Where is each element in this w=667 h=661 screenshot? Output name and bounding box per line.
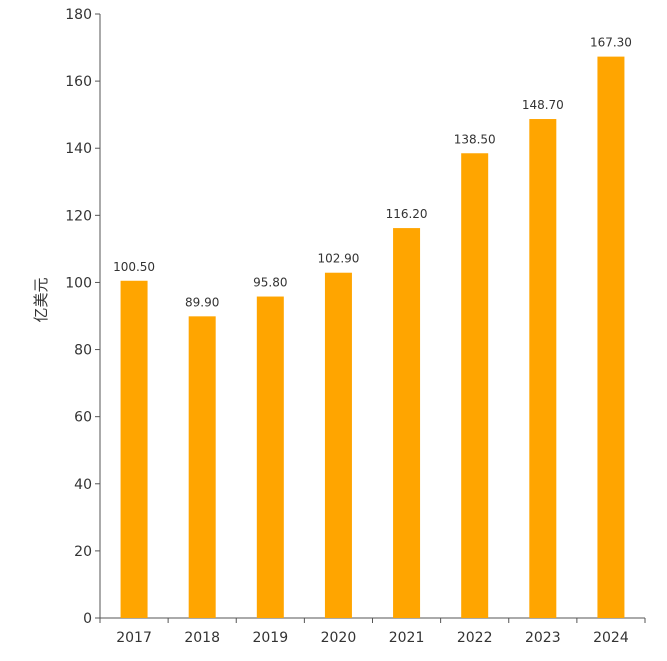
bar-2019 bbox=[256, 296, 284, 618]
x-tick-label: 2020 bbox=[321, 630, 357, 646]
x-tick-label: 2017 bbox=[116, 630, 152, 646]
data-label-2023: 148.70 bbox=[522, 98, 564, 112]
x-tick-label: 2022 bbox=[457, 630, 493, 646]
y-tick-label: 60 bbox=[74, 410, 92, 426]
bar-2022 bbox=[461, 153, 489, 618]
data-label-2022: 138.50 bbox=[454, 132, 496, 146]
y-tick-label: 20 bbox=[74, 544, 92, 560]
x-tick-label: 2024 bbox=[593, 630, 629, 646]
data-label-2024: 167.30 bbox=[590, 36, 632, 50]
bar-2024 bbox=[597, 56, 625, 619]
bars bbox=[120, 56, 625, 619]
data-labels: 100.50 89.90 95.80 102.90 116.20 138.50 148.70… bbox=[113, 36, 632, 310]
y-tick-label: 120 bbox=[65, 208, 92, 224]
y-tick-label: 100 bbox=[65, 275, 92, 291]
data-label-2017: 100.50 bbox=[113, 260, 155, 274]
x-tick-label: 2023 bbox=[525, 630, 561, 646]
x-tick-label: 2019 bbox=[252, 630, 288, 646]
bar-2023 bbox=[529, 119, 557, 618]
bar-2020 bbox=[324, 272, 352, 618]
bar-2021 bbox=[393, 228, 421, 618]
y-tick-label: 80 bbox=[74, 343, 92, 359]
data-label-2020: 102.90 bbox=[317, 252, 359, 266]
y-tick-label: 140 bbox=[65, 141, 92, 157]
x-axis: 2017 2018 2019 2020 2021 2022 2023 2024 bbox=[99, 617, 646, 646]
y-tick-label: 40 bbox=[74, 477, 92, 493]
data-label-2021: 116.20 bbox=[386, 207, 428, 221]
data-label-2019: 95.80 bbox=[253, 276, 287, 290]
bar-2017 bbox=[120, 280, 148, 618]
data-label-2018: 89.90 bbox=[185, 295, 219, 309]
y-tick-label: 160 bbox=[65, 74, 92, 90]
y-tick-label: 180 bbox=[65, 7, 92, 23]
x-tick-label: 2021 bbox=[389, 630, 425, 646]
bar-2018 bbox=[188, 316, 216, 618]
y-axis: 0 20 40 60 80 100 120 140 160 180 bbox=[65, 7, 101, 627]
y-axis-label: 亿美元 bbox=[32, 277, 50, 322]
y-tick-label: 0 bbox=[83, 611, 92, 627]
x-tick-label: 2018 bbox=[184, 630, 220, 646]
